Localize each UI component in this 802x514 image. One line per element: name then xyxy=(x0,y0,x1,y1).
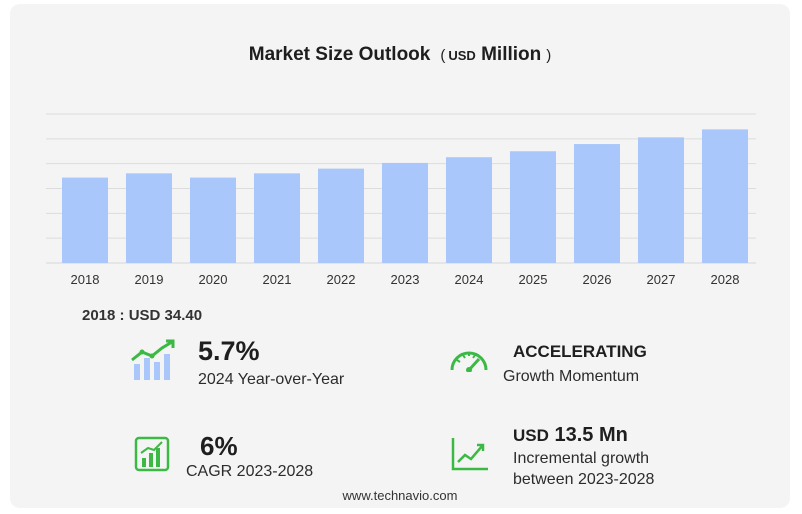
chart-bars xyxy=(62,129,748,263)
incremental-value: USD 13.5 Mn xyxy=(513,424,628,447)
line-growth-icon xyxy=(451,438,488,471)
unit-scale: Million xyxy=(481,44,542,65)
yoy-label: 2024 Year-over-Year xyxy=(198,371,345,388)
momentum-label: Growth Momentum xyxy=(503,368,640,385)
base-year-value: 2018 : USD 34.40 xyxy=(82,307,203,324)
bar-chart: 2018 2019 2020 2021 2022 2023 2024 2025 2026 2027… xyxy=(46,113,756,287)
yoy-value: 5.7% xyxy=(198,336,260,366)
incremental-label-line1: Incremental growth xyxy=(513,450,650,467)
x-tick-label-2020: 2020 xyxy=(199,272,228,287)
bar-2024 xyxy=(446,157,492,263)
bar-2020 xyxy=(190,177,236,263)
chart-x-tick-labels: 2018 2019 2020 2021 2022 2023 2024 2025 2026 2027… xyxy=(71,272,740,287)
x-tick-label-2026: 2026 xyxy=(583,272,612,287)
infographic-card: Market Size Outlook(USD Million) 2018 201… xyxy=(10,4,790,508)
cagr-label: CAGR 2023-2028 xyxy=(186,463,314,480)
speedometer-icon xyxy=(450,351,488,372)
chart-title: Market Size Outlook (USD Million) xyxy=(10,44,790,66)
bar-2028 xyxy=(702,129,748,263)
bar-2022 xyxy=(318,168,364,263)
x-tick-label-2023: 2023 xyxy=(391,272,420,287)
bar-2018 xyxy=(62,177,108,263)
unit-close-paren: ) xyxy=(546,47,552,64)
x-tick-label-2027: 2027 xyxy=(647,272,676,287)
bar-2019 xyxy=(126,173,172,263)
bar-2026 xyxy=(574,144,620,263)
x-tick-label-2025: 2025 xyxy=(519,272,548,287)
title-text: Market Size Outlook xyxy=(248,44,431,65)
cagr-value: 6% xyxy=(200,431,238,461)
incremental-amount: 13.5 Mn xyxy=(554,424,628,446)
x-tick-label-2019: 2019 xyxy=(135,272,164,287)
incremental-currency: USD xyxy=(513,426,549,445)
bar-2025 xyxy=(510,151,556,263)
incremental-label-line2: between 2023-2028 xyxy=(513,471,655,488)
bar-2021 xyxy=(254,173,300,263)
x-tick-label-2024: 2024 xyxy=(455,272,484,287)
source-website: www.technavio.com xyxy=(342,488,458,503)
x-tick-label-2018: 2018 xyxy=(71,272,100,287)
bar-trend-icon xyxy=(131,339,175,380)
x-tick-label-2021: 2021 xyxy=(263,272,292,287)
unit-open-paren: ( xyxy=(440,47,446,64)
momentum-value: ACCELERATING xyxy=(513,342,647,361)
bar-2027 xyxy=(638,137,684,263)
x-tick-label-2028: 2028 xyxy=(711,272,740,287)
bar-growth-icon xyxy=(134,436,170,472)
unit-currency: USD xyxy=(448,48,476,63)
bar-2023 xyxy=(382,162,428,263)
x-tick-label-2022: 2022 xyxy=(327,272,356,287)
